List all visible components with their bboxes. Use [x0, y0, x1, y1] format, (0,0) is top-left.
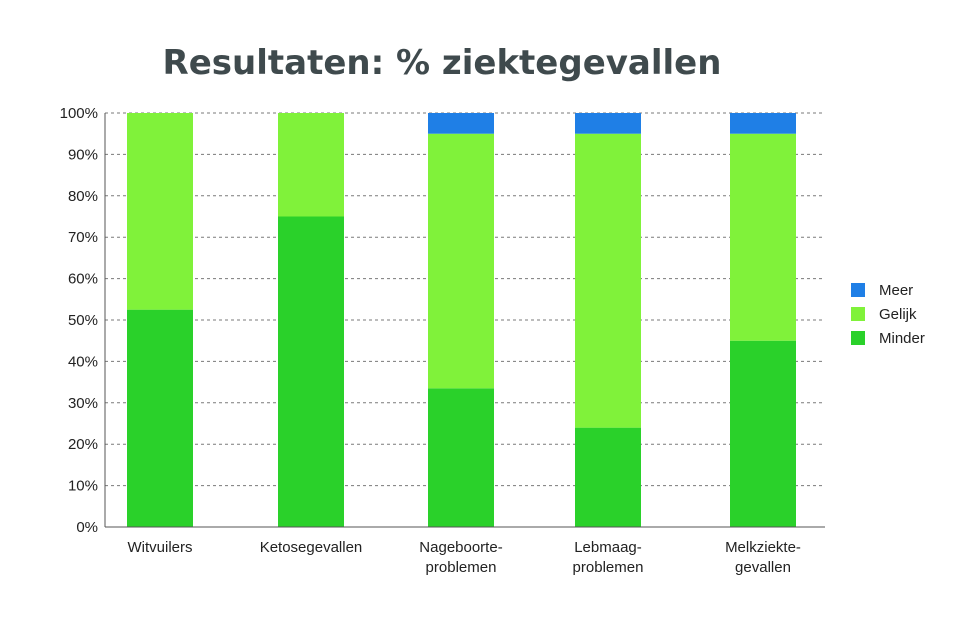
legend: Meer Gelijk Minder	[851, 282, 925, 347]
legend-swatch	[851, 283, 865, 297]
bar-minder	[278, 216, 344, 527]
legend-swatch	[851, 331, 865, 345]
category-label: Lebmaag-	[574, 539, 642, 556]
bar-gelijk	[278, 113, 344, 217]
y-tick-labels: 0% 10% 20% 30% 40% 50% 60% 70% 80% 90% 100%	[60, 105, 98, 536]
bar-gelijk	[575, 133, 641, 428]
bars	[127, 113, 796, 527]
category-label: gevallen	[735, 559, 791, 576]
y-tick-label: 30%	[68, 395, 98, 412]
y-tick-label: 70%	[68, 229, 98, 246]
y-tick-label: 60%	[68, 271, 98, 288]
bar-gelijk	[127, 113, 193, 310]
bar-minder	[575, 427, 641, 527]
y-tick-label: 50%	[68, 312, 98, 329]
category-label: problemen	[573, 559, 644, 576]
bar-minder	[127, 309, 193, 527]
chart-title: Resultaten: % ziektegevallen	[163, 43, 722, 83]
category-label: problemen	[426, 559, 497, 576]
y-tick-label: 90%	[68, 146, 98, 163]
y-tick-label: 40%	[68, 353, 98, 370]
legend-label: Minder	[879, 330, 925, 347]
legend-swatch	[851, 307, 865, 321]
bar-meer	[575, 113, 641, 134]
bar-gelijk	[428, 133, 494, 389]
bar-gelijk	[730, 133, 796, 341]
y-tick-label: 0%	[76, 519, 98, 536]
bar-minder	[730, 340, 796, 527]
axes	[104, 113, 825, 528]
y-tick-label: 80%	[68, 188, 98, 205]
bar-minder	[428, 388, 494, 527]
legend-label: Gelijk	[879, 306, 917, 323]
bar-meer	[730, 113, 796, 134]
y-tick-label: 20%	[68, 436, 98, 453]
category-label: Melkziekte-	[725, 539, 801, 556]
y-tick-label: 100%	[60, 105, 98, 122]
legend-label: Meer	[879, 282, 913, 299]
category-label: Witvuilers	[127, 539, 192, 556]
category-label: Ketosegevallen	[260, 539, 363, 556]
y-tick-label: 10%	[68, 478, 98, 495]
category-labels: Witvuilers Ketosegevallen Nageboorte-probl…	[127, 539, 800, 576]
bar-meer	[428, 113, 494, 134]
category-label: Nageboorte-	[419, 539, 502, 556]
